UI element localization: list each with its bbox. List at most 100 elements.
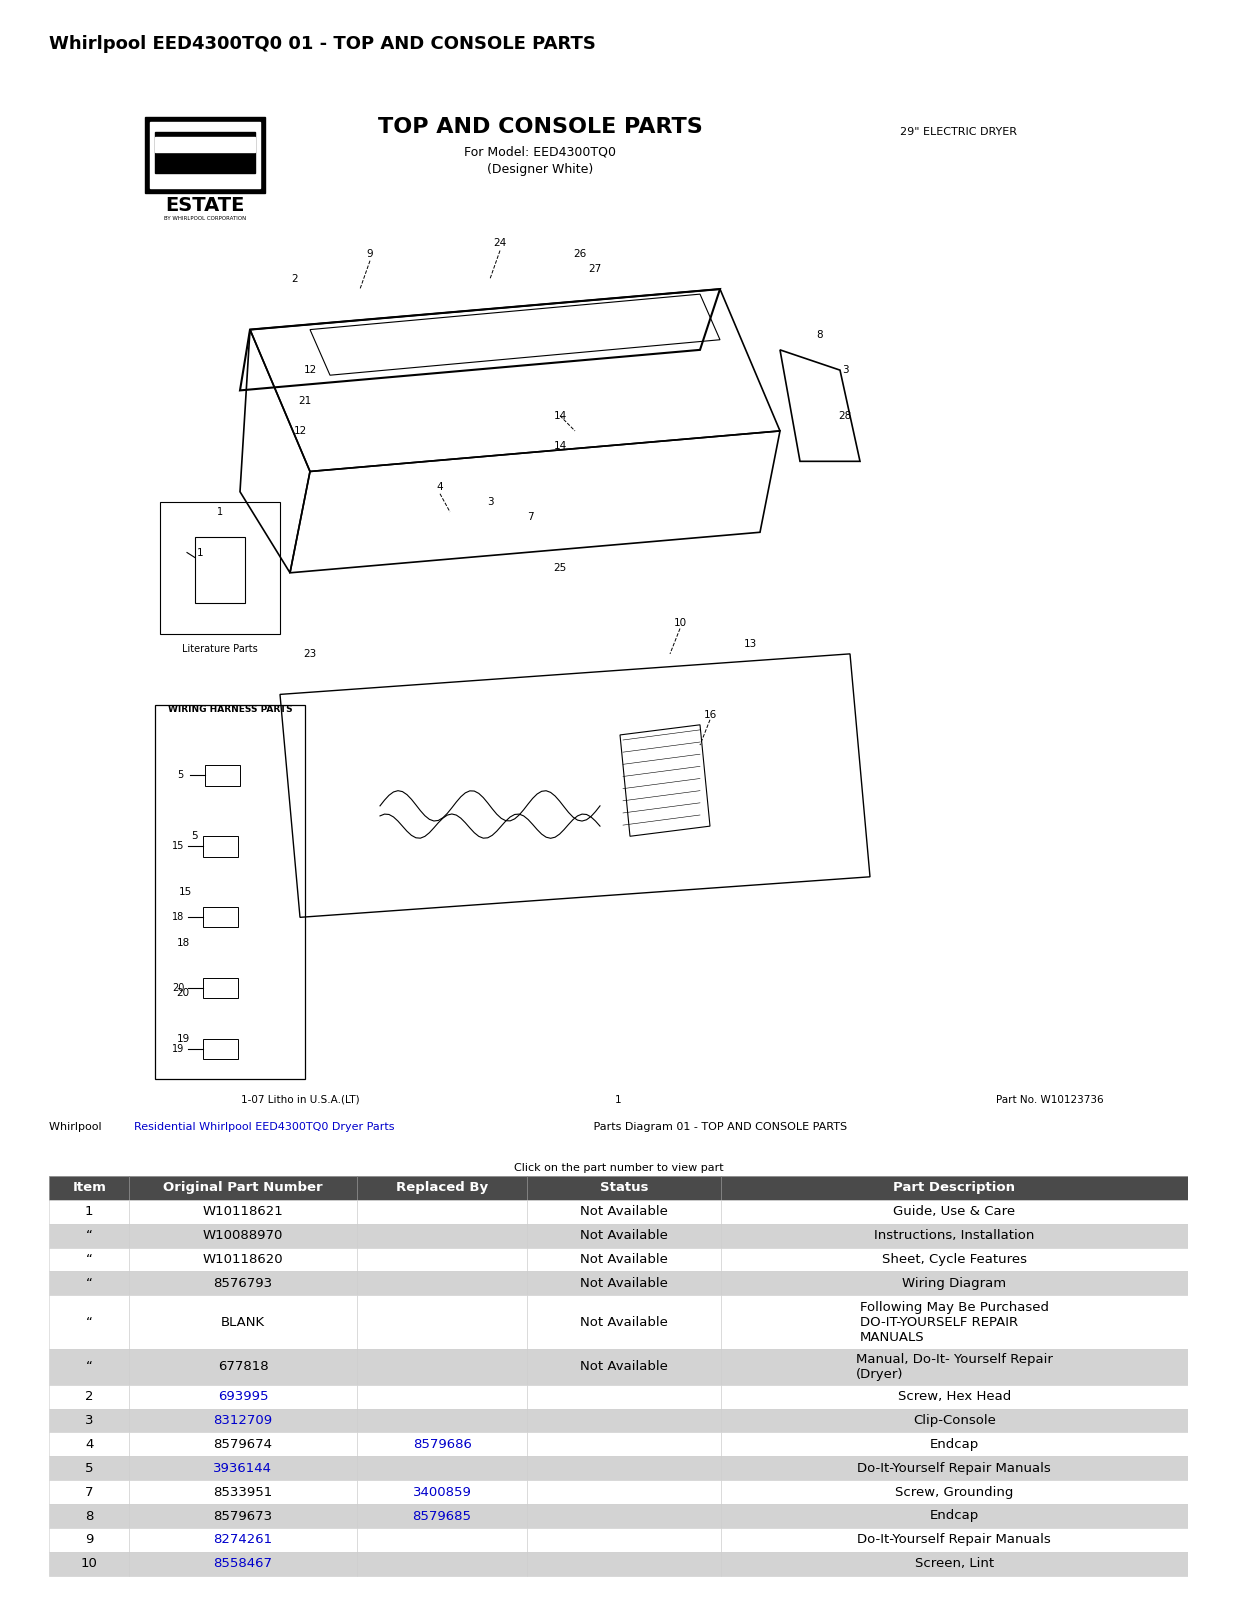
FancyBboxPatch shape xyxy=(721,1200,1188,1224)
Text: 5: 5 xyxy=(177,771,183,781)
Text: 8274261: 8274261 xyxy=(214,1533,272,1546)
Bar xyxy=(150,122,260,187)
Text: 1: 1 xyxy=(197,547,203,557)
Text: 15: 15 xyxy=(172,842,184,851)
Text: 8579686: 8579686 xyxy=(413,1438,471,1451)
Text: Not Available: Not Available xyxy=(580,1253,668,1266)
FancyBboxPatch shape xyxy=(527,1248,721,1272)
Text: Click on the part number to view part: Click on the part number to view part xyxy=(513,1163,724,1173)
FancyBboxPatch shape xyxy=(721,1248,1188,1272)
Text: “: “ xyxy=(85,1277,93,1290)
Text: TOP AND CONSOLE PARTS: TOP AND CONSOLE PARTS xyxy=(377,117,703,138)
FancyBboxPatch shape xyxy=(49,1296,129,1349)
FancyBboxPatch shape xyxy=(49,1504,129,1528)
Text: W10118621: W10118621 xyxy=(203,1205,283,1218)
Text: 3936144: 3936144 xyxy=(214,1462,272,1475)
FancyBboxPatch shape xyxy=(356,1296,527,1349)
FancyBboxPatch shape xyxy=(527,1200,721,1224)
Text: Not Available: Not Available xyxy=(580,1315,668,1328)
FancyBboxPatch shape xyxy=(49,1432,129,1456)
FancyBboxPatch shape xyxy=(129,1296,356,1349)
FancyBboxPatch shape xyxy=(49,1248,129,1272)
FancyBboxPatch shape xyxy=(129,1248,356,1272)
FancyBboxPatch shape xyxy=(356,1480,527,1504)
Bar xyxy=(155,704,306,1080)
FancyBboxPatch shape xyxy=(527,1224,721,1248)
FancyBboxPatch shape xyxy=(527,1384,721,1408)
Text: 18: 18 xyxy=(172,912,184,922)
Text: 19: 19 xyxy=(172,1045,184,1054)
Text: 1: 1 xyxy=(216,507,223,517)
Bar xyxy=(155,138,255,152)
FancyBboxPatch shape xyxy=(129,1176,356,1200)
Text: For Model: EED4300TQ0: For Model: EED4300TQ0 xyxy=(464,146,616,158)
FancyBboxPatch shape xyxy=(356,1432,527,1456)
FancyBboxPatch shape xyxy=(527,1272,721,1296)
Text: WIRING HARNESS PARTS: WIRING HARNESS PARTS xyxy=(168,706,292,714)
Text: Replaced By: Replaced By xyxy=(396,1181,489,1195)
FancyBboxPatch shape xyxy=(49,1176,129,1200)
Text: 25: 25 xyxy=(553,563,567,573)
Text: (Designer White): (Designer White) xyxy=(487,163,593,176)
Text: 1-07 Litho in U.S.A.(LT): 1-07 Litho in U.S.A.(LT) xyxy=(241,1094,359,1104)
Bar xyxy=(203,837,238,856)
Text: 26: 26 xyxy=(574,248,586,259)
FancyBboxPatch shape xyxy=(49,1272,129,1296)
Text: 3400859: 3400859 xyxy=(413,1486,471,1499)
FancyBboxPatch shape xyxy=(356,1552,527,1576)
Text: 7: 7 xyxy=(85,1486,94,1499)
FancyBboxPatch shape xyxy=(721,1456,1188,1480)
Text: 8: 8 xyxy=(816,330,824,339)
FancyBboxPatch shape xyxy=(129,1480,356,1504)
Text: 16: 16 xyxy=(704,710,716,720)
FancyBboxPatch shape xyxy=(49,1224,129,1248)
Text: Item: Item xyxy=(73,1181,106,1195)
Text: Not Available: Not Available xyxy=(580,1277,668,1290)
Text: Instructions, Installation: Instructions, Installation xyxy=(875,1229,1034,1242)
FancyBboxPatch shape xyxy=(49,1456,129,1480)
Text: “: “ xyxy=(85,1253,93,1266)
FancyBboxPatch shape xyxy=(49,1349,129,1384)
Text: 27: 27 xyxy=(589,264,601,274)
FancyBboxPatch shape xyxy=(721,1432,1188,1456)
FancyBboxPatch shape xyxy=(129,1552,356,1576)
Text: 12: 12 xyxy=(303,365,317,374)
FancyBboxPatch shape xyxy=(527,1504,721,1528)
FancyBboxPatch shape xyxy=(356,1408,527,1432)
Bar xyxy=(145,117,265,192)
Text: 3: 3 xyxy=(841,365,849,374)
Text: 21: 21 xyxy=(298,395,312,405)
FancyBboxPatch shape xyxy=(356,1224,527,1248)
FancyBboxPatch shape xyxy=(129,1349,356,1384)
FancyBboxPatch shape xyxy=(129,1432,356,1456)
FancyBboxPatch shape xyxy=(129,1272,356,1296)
FancyBboxPatch shape xyxy=(356,1272,527,1296)
Text: ESTATE: ESTATE xyxy=(166,197,245,216)
Text: “: “ xyxy=(85,1315,93,1328)
Bar xyxy=(203,978,238,998)
Text: Wiring Diagram: Wiring Diagram xyxy=(902,1277,1006,1290)
Text: 10: 10 xyxy=(673,619,687,629)
Text: 1: 1 xyxy=(615,1094,621,1104)
FancyBboxPatch shape xyxy=(356,1248,527,1272)
Text: Following May Be Purchased
DO-IT-YOURSELF REPAIR
MANUALS: Following May Be Purchased DO-IT-YOURSEL… xyxy=(860,1301,1049,1344)
FancyBboxPatch shape xyxy=(129,1224,356,1248)
FancyBboxPatch shape xyxy=(527,1528,721,1552)
Text: Original Part Number: Original Part Number xyxy=(163,1181,323,1195)
Text: 15: 15 xyxy=(178,886,192,898)
Text: 9: 9 xyxy=(366,248,374,259)
FancyBboxPatch shape xyxy=(356,1384,527,1408)
Text: Not Available: Not Available xyxy=(580,1229,668,1242)
Text: Whirlpool EED4300TQ0 01 - TOP AND CONSOLE PARTS: Whirlpool EED4300TQ0 01 - TOP AND CONSOL… xyxy=(49,35,596,53)
Text: Sheet, Cycle Features: Sheet, Cycle Features xyxy=(882,1253,1027,1266)
Text: 8579685: 8579685 xyxy=(413,1509,471,1523)
FancyBboxPatch shape xyxy=(527,1296,721,1349)
Text: 5: 5 xyxy=(85,1462,94,1475)
Text: 14: 14 xyxy=(553,442,567,451)
Text: 3: 3 xyxy=(85,1414,94,1427)
FancyBboxPatch shape xyxy=(356,1176,527,1200)
FancyBboxPatch shape xyxy=(356,1528,527,1552)
FancyBboxPatch shape xyxy=(721,1384,1188,1408)
FancyBboxPatch shape xyxy=(721,1504,1188,1528)
FancyBboxPatch shape xyxy=(721,1528,1188,1552)
